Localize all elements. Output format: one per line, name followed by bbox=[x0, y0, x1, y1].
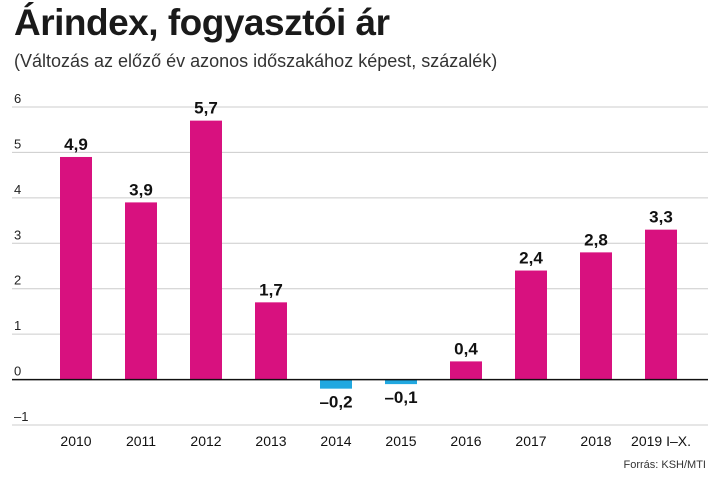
bar bbox=[320, 379, 352, 389]
y-tick-label: 4 bbox=[14, 182, 21, 197]
bar bbox=[255, 302, 287, 380]
x-tick-label: 2018 bbox=[580, 433, 611, 449]
bar bbox=[60, 156, 92, 380]
chart-title: Árindex, fogyasztói ár bbox=[14, 2, 390, 43]
x-tick-label: 2014 bbox=[320, 433, 351, 449]
x-tick-label: 2012 bbox=[190, 433, 221, 449]
y-tick-label: 1 bbox=[14, 318, 21, 333]
value-labels: 4,9 3,9 5,7 1,7 –0,2 –0,1 0,4 2,4 2,8 3,3 bbox=[64, 99, 673, 412]
bar bbox=[385, 379, 417, 385]
value-label: 3,3 bbox=[649, 208, 673, 227]
y-tick-label: 6 bbox=[14, 91, 21, 106]
bar bbox=[190, 120, 222, 380]
x-tick-label: 2019 I–X. bbox=[631, 433, 691, 449]
x-tick-label: 2013 bbox=[255, 433, 286, 449]
y-tick-label: 0 bbox=[14, 364, 21, 379]
source-note: Forrás: KSH/MTI bbox=[623, 459, 706, 471]
value-label: 0,4 bbox=[454, 339, 478, 358]
value-label: 1,7 bbox=[259, 280, 283, 299]
value-label: 3,9 bbox=[129, 180, 153, 199]
value-label: 5,7 bbox=[194, 99, 218, 118]
value-label: 2,8 bbox=[584, 230, 608, 249]
value-label: –0,2 bbox=[319, 393, 352, 412]
y-tick-label: 2 bbox=[14, 273, 21, 288]
bar bbox=[645, 229, 677, 380]
bar bbox=[580, 252, 612, 380]
chart-subtitle: (Változás az előző év azonos időszakához… bbox=[14, 51, 498, 71]
y-tick-label: 5 bbox=[14, 136, 21, 151]
x-axis-labels: 2010 2011 2012 2013 2014 2015 2016 2017 2018 2019… bbox=[60, 433, 691, 449]
value-label: –0,1 bbox=[384, 388, 417, 407]
y-tick-label: 3 bbox=[14, 227, 21, 242]
y-axis-ticks: 6 5 4 3 2 1 0 –1 bbox=[14, 91, 28, 424]
x-tick-label: 2011 bbox=[126, 433, 156, 449]
value-label: 2,4 bbox=[519, 249, 543, 268]
bar bbox=[515, 270, 547, 380]
bar bbox=[125, 202, 157, 380]
bars bbox=[60, 120, 677, 389]
value-label: 4,9 bbox=[64, 135, 88, 154]
bar bbox=[450, 361, 482, 380]
x-tick-label: 2016 bbox=[450, 433, 481, 449]
x-tick-label: 2010 bbox=[60, 433, 91, 449]
x-tick-label: 2017 bbox=[515, 433, 546, 449]
x-tick-label: 2015 bbox=[385, 433, 416, 449]
y-tick-label: –1 bbox=[14, 409, 28, 424]
